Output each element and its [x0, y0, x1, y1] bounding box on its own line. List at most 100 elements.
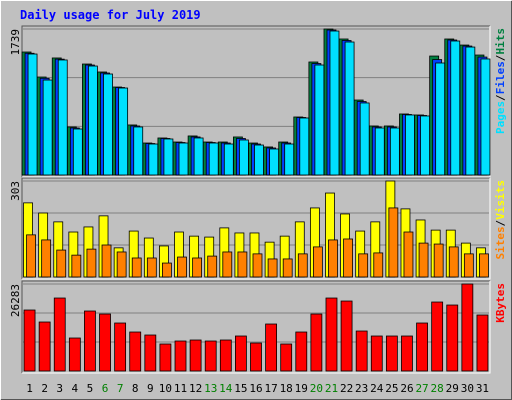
- x-tick-label: 21: [325, 382, 338, 395]
- bar: [431, 301, 444, 372]
- bar: [479, 253, 489, 278]
- legend: KBytes: [494, 283, 507, 323]
- x-tick-label: 11: [174, 382, 187, 395]
- bar: [146, 257, 157, 278]
- x-tick-label: 4: [72, 382, 79, 395]
- bar: [448, 246, 459, 278]
- bar: [355, 330, 368, 372]
- bar: [476, 314, 489, 372]
- x-tick-label: 8: [132, 382, 139, 395]
- bar: [418, 242, 429, 278]
- legend: Pages/Files/Hits: [494, 28, 507, 134]
- bar: [116, 251, 127, 278]
- bar: [370, 335, 383, 372]
- bar: [480, 58, 491, 176]
- bar: [162, 262, 172, 278]
- bar: [131, 257, 142, 278]
- x-tick-label: 22: [340, 382, 353, 395]
- bar: [223, 143, 234, 176]
- bar: [446, 304, 459, 372]
- bar: [299, 117, 310, 176]
- bar: [71, 254, 82, 278]
- x-tick-label: 18: [280, 382, 293, 395]
- legend: Sites/Visits: [494, 180, 507, 260]
- y-tick-label: 1739: [9, 29, 22, 56]
- bar: [27, 53, 38, 176]
- x-tick-label: 12: [189, 382, 202, 395]
- bar: [133, 126, 144, 176]
- x-tick-label: 17: [264, 382, 277, 395]
- bar: [129, 331, 142, 372]
- bar: [101, 244, 112, 278]
- x-tick-label: 3: [56, 382, 63, 395]
- x-tick-label: 16: [249, 382, 262, 395]
- bar: [177, 256, 187, 278]
- bar: [239, 139, 249, 176]
- bar: [461, 283, 474, 372]
- bar: [328, 239, 338, 278]
- bar: [189, 339, 202, 372]
- bar: [204, 340, 217, 372]
- x-tick-label: 15: [234, 382, 247, 395]
- bar: [282, 258, 293, 278]
- bar: [235, 335, 247, 372]
- bar: [358, 253, 369, 278]
- x-tick-label: 10: [159, 382, 172, 395]
- bar: [207, 255, 218, 278]
- bar: [41, 239, 52, 278]
- bar: [23, 309, 36, 372]
- legend-entry: Sites: [494, 226, 507, 259]
- bar: [433, 243, 444, 278]
- bar: [56, 249, 67, 278]
- bar: [254, 144, 264, 176]
- x-tick-label: 25: [385, 382, 398, 395]
- bar: [359, 102, 370, 176]
- x-tick-label: 31: [476, 382, 489, 395]
- bar: [159, 343, 172, 372]
- x-tick-label: 6: [102, 382, 109, 395]
- bar: [344, 41, 355, 176]
- x-tick-label: 19: [295, 382, 308, 395]
- bar: [193, 137, 204, 176]
- bar: [26, 234, 36, 278]
- bar: [42, 79, 53, 176]
- bar: [219, 339, 232, 372]
- legend-separator: /: [494, 94, 507, 101]
- x-tick-label: 2: [41, 382, 48, 395]
- x-tick-label: 7: [117, 382, 124, 395]
- plot-area: 1739Pages/Files/Hits303Sites/Visits26283…: [9, 25, 507, 395]
- bar: [374, 127, 385, 176]
- bar: [343, 238, 353, 278]
- bar: [99, 313, 111, 372]
- x-tick-label: 23: [355, 382, 368, 395]
- bar: [450, 40, 461, 176]
- bar: [340, 300, 353, 372]
- bar: [88, 65, 98, 176]
- bar: [250, 342, 262, 372]
- panel-shadow: [21, 280, 490, 373]
- bar: [297, 253, 308, 278]
- bar: [38, 321, 51, 372]
- bar: [465, 46, 476, 176]
- x-tick-label: 28: [431, 382, 444, 395]
- legend-entry: KBytes: [494, 283, 507, 323]
- bar: [53, 297, 66, 372]
- bar: [435, 62, 446, 176]
- bar: [237, 251, 248, 278]
- bar: [103, 73, 113, 176]
- legend-separator: /: [494, 55, 507, 62]
- x-tick-label: 14: [219, 382, 233, 395]
- bar: [222, 251, 233, 278]
- bar: [114, 322, 127, 372]
- x-tick-label: 20: [310, 382, 323, 395]
- bar: [325, 297, 338, 372]
- bar: [267, 258, 278, 278]
- bar: [310, 313, 323, 372]
- x-tick-label: 9: [147, 382, 154, 395]
- bar: [403, 231, 414, 278]
- y-tick-label: 26283: [9, 284, 22, 317]
- x-tick-label: 27: [415, 382, 428, 395]
- bar: [385, 335, 398, 372]
- bar: [118, 87, 129, 176]
